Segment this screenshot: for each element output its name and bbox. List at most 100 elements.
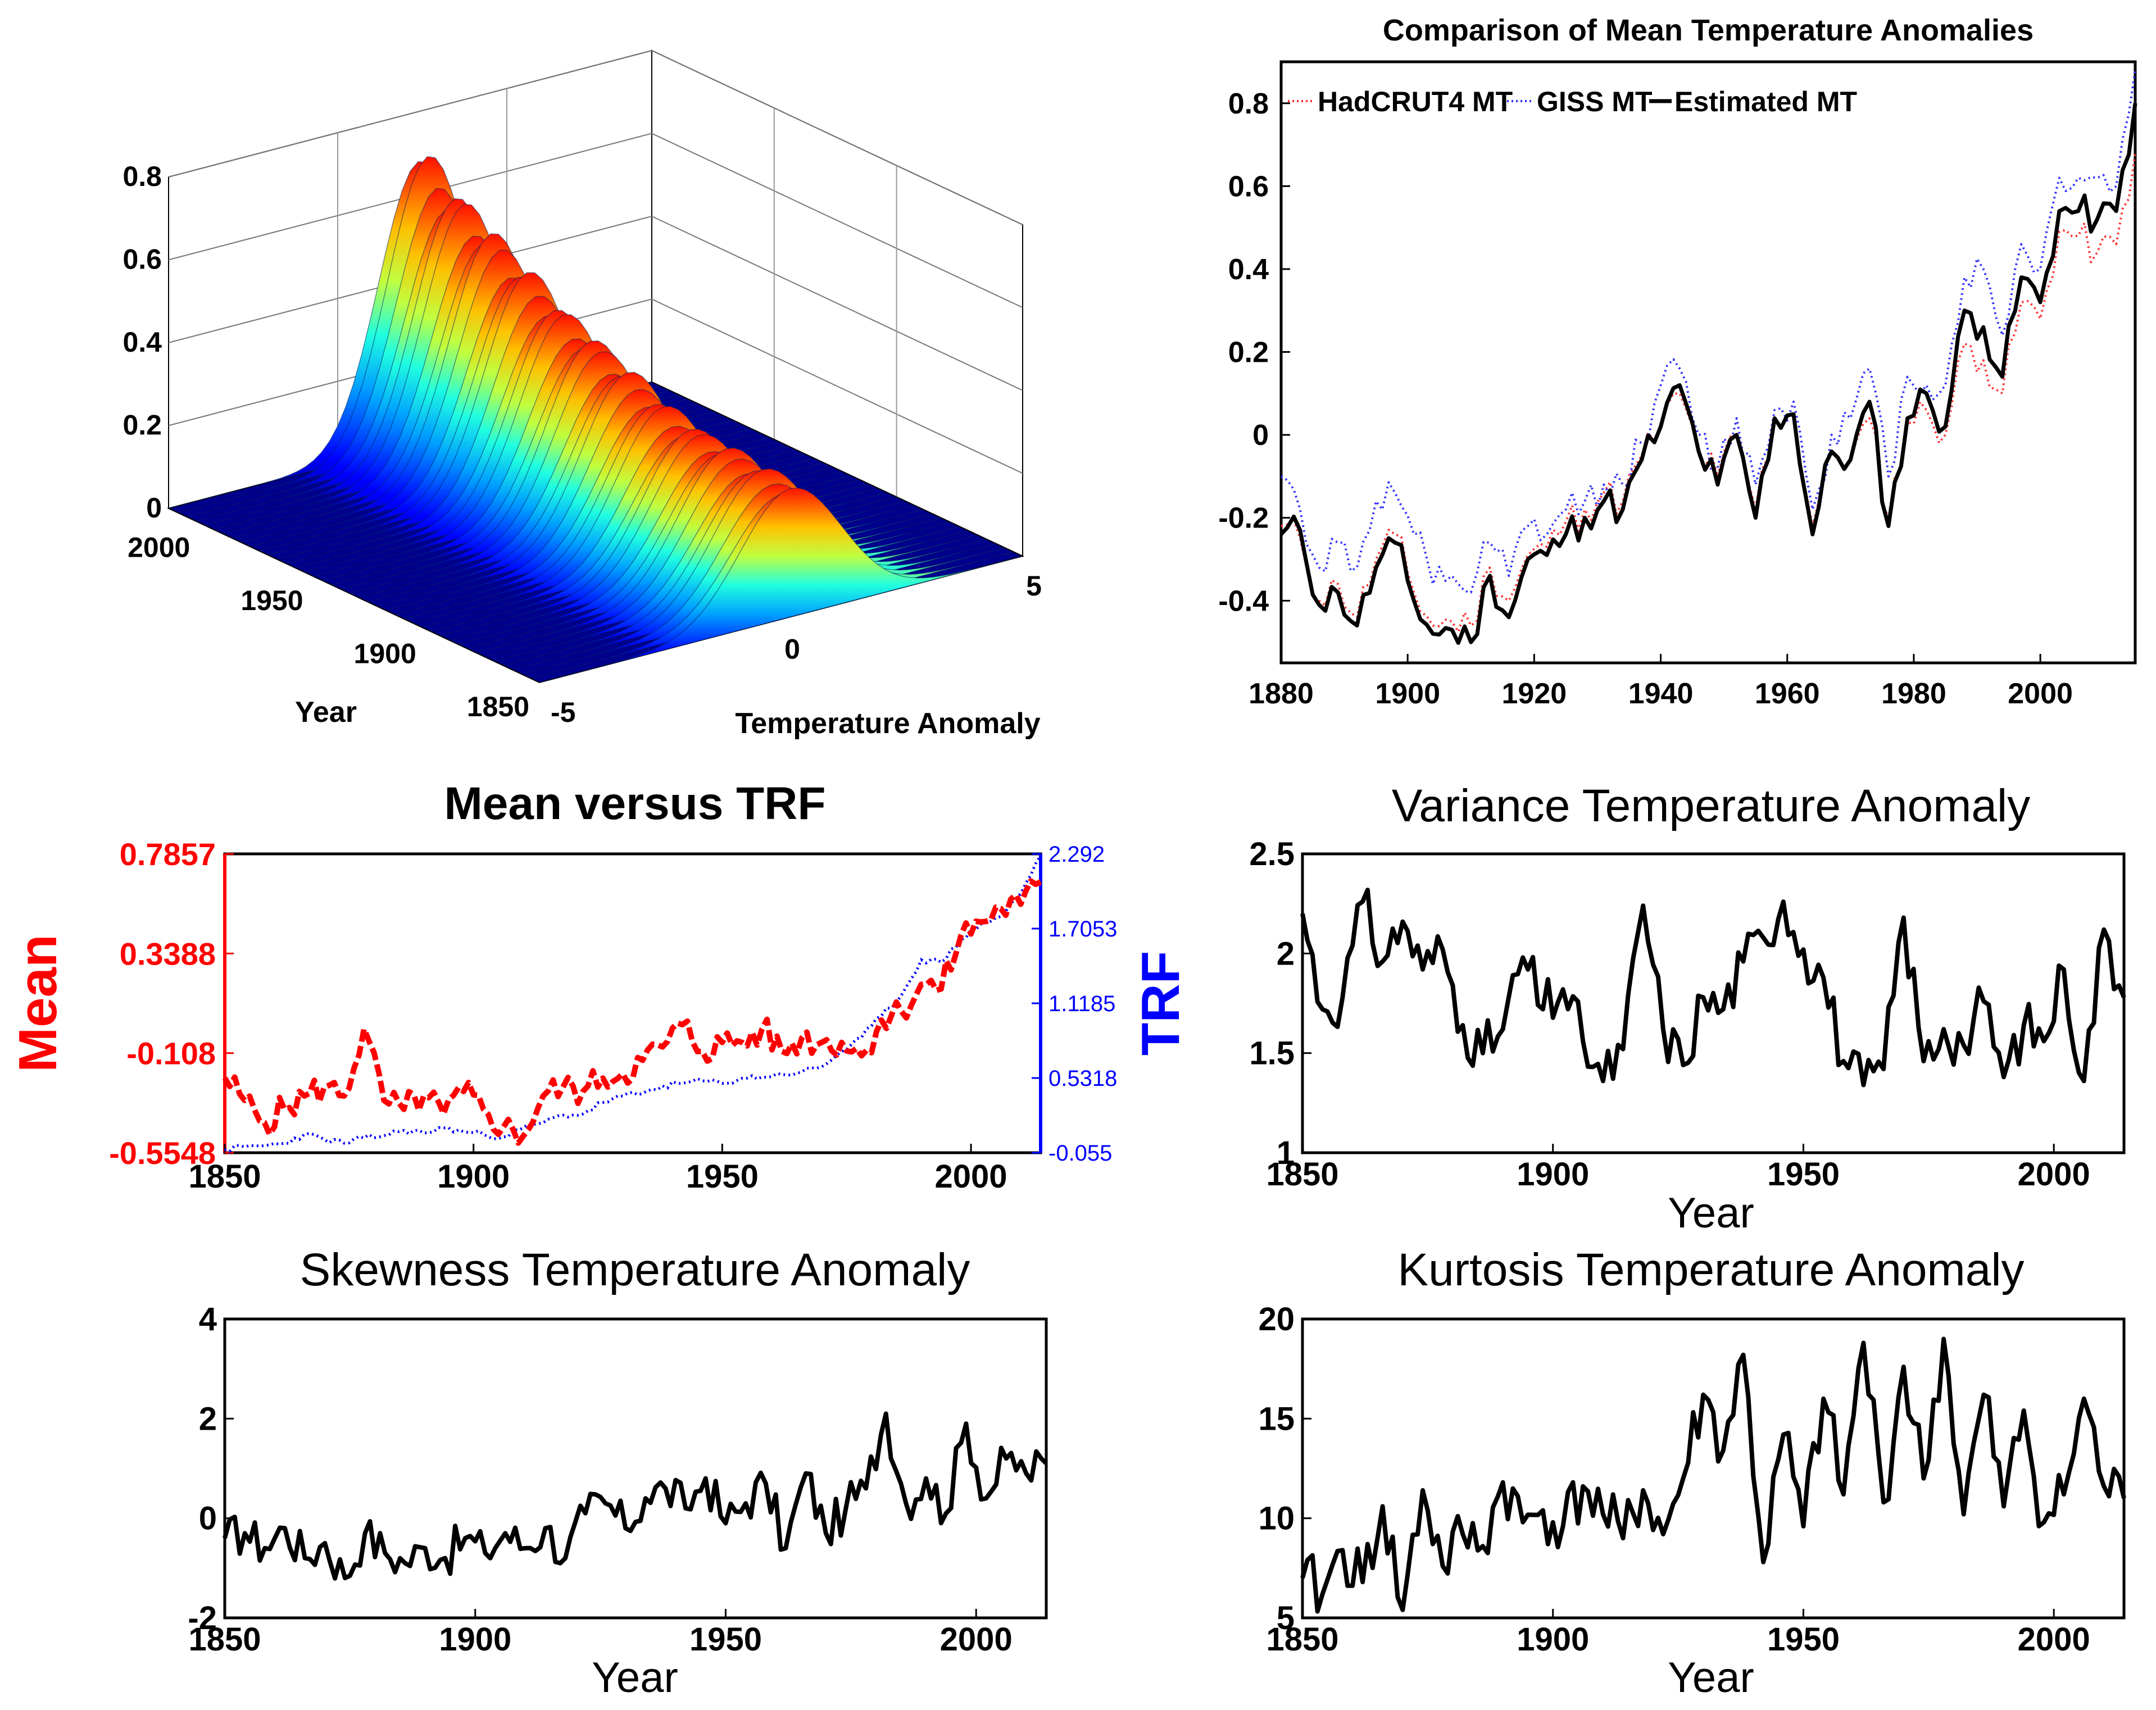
series-lines	[223, 1411, 1048, 1581]
right-tick-label: 2.292	[1049, 842, 1105, 867]
surface-ticks: 0 0.2 0.4 0.6 0.8 1850 1900 1950 2000 -5 0 5	[122, 161, 1041, 728]
y-tick-label: 15	[1258, 1400, 1295, 1437]
plot-frame	[1301, 1317, 2126, 1620]
x-tick-label: 1950	[686, 1158, 759, 1195]
chart-title: Mean versus TRF	[444, 778, 826, 829]
x-tick-label: 1850	[188, 1158, 261, 1195]
chart-title: Kurtosis Temperature Anomaly	[1397, 1244, 2024, 1295]
x-tick-label: 1880	[1249, 677, 1314, 710]
x-tick-label: 2000	[2008, 677, 2073, 710]
x-tick-label: 1950	[1767, 1156, 1840, 1193]
legend-label: GISS MT	[1537, 86, 1653, 117]
left-axis-label: Mean	[8, 934, 68, 1072]
x-axis-label: Year	[592, 1654, 678, 1702]
variance-chart: Variance Temperature Anomaly 1850 1900 195…	[1249, 780, 2126, 1237]
year-tick-label: 1850	[467, 691, 529, 722]
kurtosis-chart: Kurtosis Temperature Anomaly 1850 1900 195…	[1258, 1244, 2126, 1702]
plot-frame	[1301, 852, 2126, 1154]
series-line-estimated-mt	[1279, 103, 2137, 645]
x-tick-label: 2000	[940, 1621, 1013, 1658]
series-line-hadcrut4-mt	[1281, 153, 2136, 633]
y-tick-label: 5	[1277, 1600, 1295, 1636]
x-tick-label: 1850	[188, 1621, 261, 1658]
series-line-mean	[222, 878, 1042, 1146]
x-tick-label: 1900	[1517, 1156, 1589, 1193]
y-tick-label: 0.8	[1228, 88, 1269, 120]
right-axis-label: TRF	[1131, 951, 1191, 1056]
right-tick-label: 0.5318	[1049, 1066, 1117, 1091]
x-tick-label: 1980	[1881, 677, 1946, 710]
y-axis-label: Year	[295, 696, 357, 729]
z-tick-label: 0.4	[122, 326, 162, 358]
y-tick-label: 2	[1277, 935, 1295, 972]
axis-ticks: 1850 1900 1950 2000 5 10 15 20	[1258, 1301, 2090, 1658]
temp-tick-label: 0	[784, 634, 800, 665]
series-line-variance	[1300, 888, 2126, 1088]
year-tick-label: 2000	[128, 531, 190, 563]
x-tick-label: 2000	[935, 1158, 1007, 1195]
x-axis-label: Year	[1668, 1654, 1754, 1702]
legend: HadCRUT4 MT GISS MT Estimated MT	[1288, 86, 1857, 117]
y-tick-label: 0.7857	[120, 836, 216, 872]
y-tick-label: -0.5548	[109, 1135, 216, 1171]
x-tick-label: 1920	[1502, 677, 1567, 710]
x-tick-label: 2000	[2018, 1621, 2090, 1658]
axis-ticks: 1850 1900 1950 2000 -0.5548 -0.108 0.3388 0.785…	[109, 836, 1117, 1195]
right-tick-label: 1.1185	[1049, 992, 1115, 1016]
z-grid-line	[168, 298, 1023, 474]
right-tick-label: -0.055	[1049, 1141, 1112, 1166]
z-grid-line	[168, 215, 1023, 391]
y-tick-label: 0.4	[1228, 253, 1269, 286]
z-tick-label: 0	[146, 492, 162, 524]
axis-ticks: 1880 1900 1920 1940 1960 1980 2000 -0.4 -0.2 0 0.2…	[1218, 88, 2073, 710]
series-line-skewness	[223, 1411, 1048, 1581]
temp-tick-label: -5	[551, 697, 575, 728]
y-tick-label: 0	[199, 1500, 217, 1537]
y-tick-label: 10	[1258, 1500, 1295, 1537]
z-tick-label: 0.8	[122, 161, 162, 192]
y-tick-label: 20	[1258, 1301, 1295, 1338]
z-tick-label: 0.2	[122, 410, 162, 441]
x-tick-label: 1940	[1628, 677, 1694, 710]
x-tick-label: 1900	[1375, 677, 1440, 710]
x-tick-label: 1960	[1755, 677, 1820, 710]
mean-vs-trf-chart: Mean versus TRF 1850 1900 1950 2000 -0.5548 -…	[8, 778, 1191, 1195]
y-tick-label: 0	[1252, 419, 1269, 452]
chart-title: Variance Temperature Anomaly	[1392, 780, 2030, 831]
x-tick-label: 1850	[1266, 1156, 1338, 1193]
year-tick-label: 1950	[240, 585, 303, 616]
y-tick-label: 0.6	[1228, 170, 1269, 203]
y-tick-label: 0.2	[1228, 336, 1269, 369]
chart-title: Skewness Temperature Anomaly	[300, 1244, 970, 1295]
skewness-chart: Skewness Temperature Anomaly 1850 1900 195…	[188, 1244, 1048, 1702]
x-axis-label: Year	[1668, 1189, 1754, 1237]
density-surface-3d: 0 0.2 0.4 0.6 0.8 1850 1900 1950 2000 -5 0 5 Temper…	[122, 49, 1042, 740]
right-tick-label: 1.7053	[1049, 917, 1117, 942]
series-lines	[1300, 1336, 2126, 1614]
x-tick-label: 1900	[437, 1158, 510, 1195]
x-axis-label: Temperature Anomaly	[735, 707, 1040, 740]
y-tick-label: 4	[199, 1301, 217, 1338]
legend-label: Estimated MT	[1674, 86, 1857, 117]
surface-ridges	[168, 156, 1023, 683]
y-tick-label: -2	[188, 1600, 217, 1636]
surface-ridge	[539, 487, 1023, 683]
legend-label: HadCRUT4 MT	[1318, 86, 1513, 117]
z-tick-label: 0.6	[122, 244, 162, 275]
series-lines	[1300, 888, 2126, 1088]
y-tick-label: 1	[1277, 1135, 1295, 1171]
plot-frame	[1279, 60, 2137, 665]
y-tick-label: -0.4	[1218, 585, 1269, 617]
series-line-kurtosis	[1300, 1336, 2126, 1614]
axis-ticks: 1850 1900 1950 2000 1 1.5 2 2.5	[1249, 836, 2090, 1193]
series-line-trf	[224, 854, 1042, 1153]
y-tick-label: 0.3388	[120, 936, 216, 971]
x-tick-label: 1900	[439, 1621, 511, 1658]
y-tick-label: -0.2	[1218, 502, 1269, 535]
y-tick-label: 1.5	[1249, 1035, 1295, 1072]
series-lines	[1279, 70, 2137, 645]
x-tick-label: 1950	[689, 1621, 762, 1658]
y-tick-label: 2.5	[1249, 836, 1295, 872]
x-tick-label: 1850	[1266, 1621, 1338, 1658]
